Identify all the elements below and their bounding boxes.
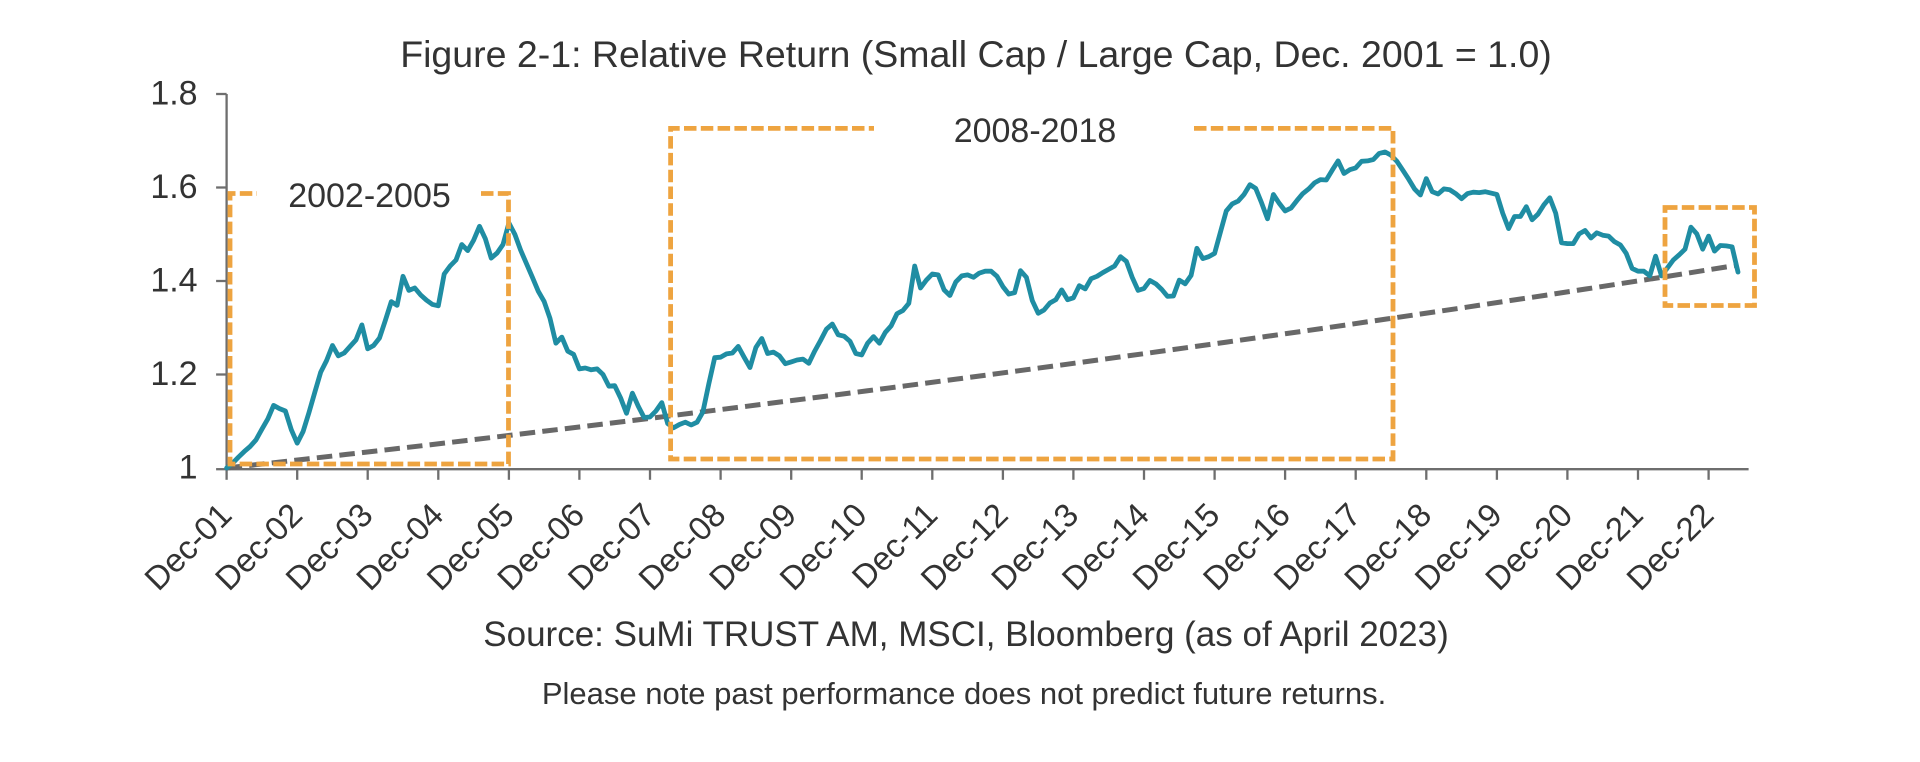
svg-text:1: 1: [179, 449, 198, 487]
svg-text:2002-2005: 2002-2005: [288, 177, 451, 215]
svg-text:2008-2018: 2008-2018: [954, 112, 1117, 150]
svg-text:1.8: 1.8: [150, 75, 197, 113]
svg-text:1.6: 1.6: [150, 168, 197, 206]
svg-text:Source: SuMi TRUST AM, MSCI, B: Source: SuMi TRUST AM, MSCI, Bloomberg (…: [483, 615, 1448, 654]
svg-text:Figure 2-1: Relative Return (S: Figure 2-1: Relative Return (Small Cap /…: [400, 33, 1552, 75]
svg-text:1.4: 1.4: [150, 262, 197, 300]
svg-text:Please note past performance d: Please note past performance does not pr…: [542, 676, 1386, 711]
svg-text:1.2: 1.2: [150, 355, 197, 393]
